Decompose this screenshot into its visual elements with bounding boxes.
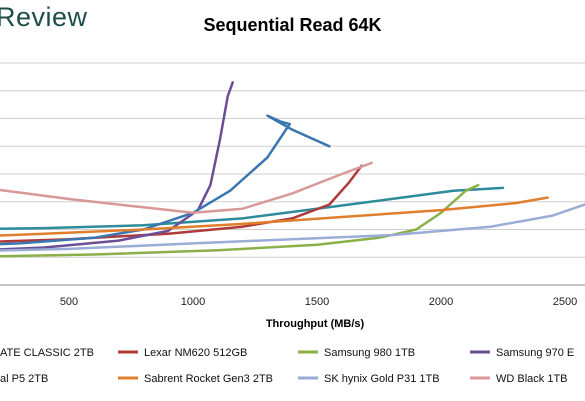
legend-label: Samsung 970 E: [496, 347, 574, 359]
x-axis-label: Throughput (MB/s): [266, 318, 365, 330]
chart-title: Sequential Read 64K: [203, 15, 382, 35]
legend-label: al P5 2TB: [0, 373, 48, 385]
x-tick-label: 500: [60, 296, 78, 308]
x-tick-labels: 500 1000 1500 2000 2500: [60, 296, 577, 308]
legend-item: Samsung 970 E: [470, 347, 574, 359]
x-tick-label: 2000: [429, 296, 453, 308]
legend-label: SK hynix Gold P31 1TB: [324, 373, 440, 385]
legend-label: Sabrent Rocket Gen3 2TB: [144, 373, 273, 385]
series-line: [0, 164, 363, 243]
series-line: [0, 196, 549, 237]
gridlines: [0, 62, 585, 258]
legend-label: Lexar NM620 512GB: [144, 347, 247, 359]
series-line: [0, 186, 505, 230]
legend-item: Lexar NM620 512GB: [118, 347, 247, 359]
legend-item: WD Black 1TB: [470, 373, 568, 385]
legend: ATE CLASSIC 2TB Lexar NM620 512GB Samsung …: [0, 347, 574, 385]
legend-label: Samsung 980 1TB: [324, 347, 415, 359]
series-line: [0, 183, 480, 258]
logo-text: Review: [0, 2, 88, 32]
x-tick-label: 1000: [181, 296, 205, 308]
legend-item: Sabrent Rocket Gen3 2TB: [118, 373, 273, 385]
series-line: [0, 114, 331, 246]
legend-item: al P5 2TB: [0, 373, 48, 385]
series-lines: [0, 81, 585, 258]
series-line: [0, 203, 585, 252]
legend-item: Samsung 980 1TB: [298, 347, 415, 359]
legend-label: WD Black 1TB: [496, 373, 568, 385]
legend-item: ATE CLASSIC 2TB: [0, 347, 94, 359]
legend-item: SK hynix Gold P31 1TB: [298, 373, 440, 385]
legend-label: ATE CLASSIC 2TB: [0, 347, 94, 359]
series-line: [0, 161, 373, 215]
x-tick-label: 1500: [305, 296, 329, 308]
x-tick-label: 2500: [553, 296, 577, 308]
